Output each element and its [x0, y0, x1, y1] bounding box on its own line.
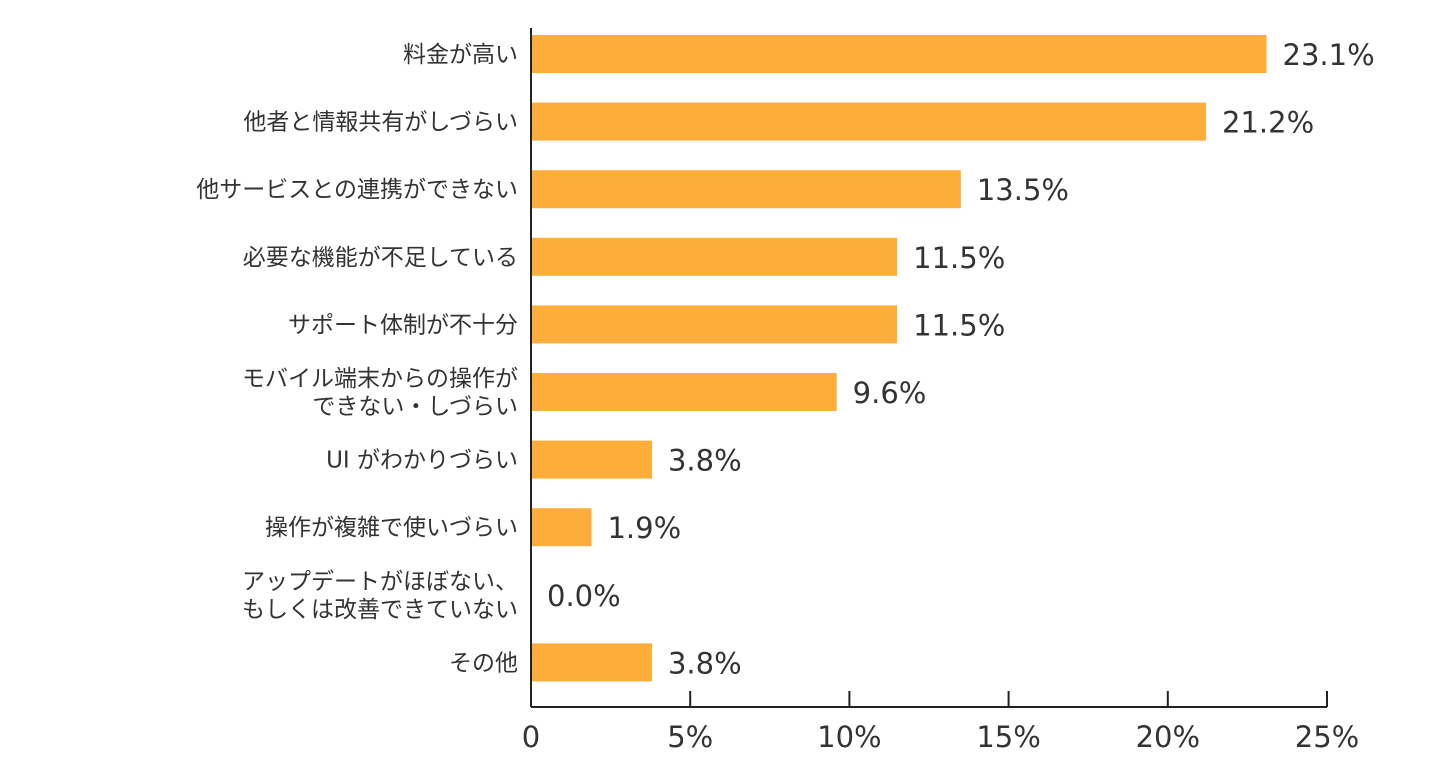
category-label-2: 他サービスとの連携ができない: [196, 177, 518, 203]
bar-5: [531, 373, 837, 411]
axis-layer: 0 5% 10% 15% 20% 25%: [522, 28, 1359, 754]
x-tick-label-5: 25%: [1295, 720, 1359, 754]
x-tick-label-3: 15%: [976, 720, 1040, 754]
category-label-5-line-1: できない・しづらい: [312, 394, 518, 420]
value-label-2: 13.5%: [977, 173, 1069, 207]
category-label-8-line-0: アップデートがほぼない、: [242, 569, 518, 595]
value-label-9: 3.8%: [668, 646, 742, 680]
bar-4: [531, 305, 898, 344]
x-tick-label-0: 0: [522, 720, 540, 754]
category-label-6: UI がわかりづらい: [326, 448, 518, 474]
value-label-3: 11.5%: [913, 241, 1005, 275]
value-label-7: 1.9%: [607, 511, 681, 545]
bar-0: [531, 35, 1267, 73]
category-label-7: 操作が複雑で使いづらい: [265, 515, 518, 541]
value-label-1: 21.2%: [1222, 106, 1314, 140]
category-label-8-line-1: もしくは改善できていない: [242, 597, 518, 623]
x-tick-label-1: 5%: [667, 720, 713, 754]
bar-7: [531, 508, 592, 547]
value-labels-layer: 23.1% 21.2% 13.5% 11.5% 11.5% 9.6% 3.8% 1.9% 0.0…: [547, 38, 1375, 680]
value-label-8: 0.0%: [547, 579, 621, 613]
bar-3: [531, 237, 898, 276]
bar-2: [531, 170, 961, 209]
category-label-3: 必要な機能が不足している: [243, 245, 518, 271]
category-label-5-line-0: モバイル端末からの操作が: [242, 366, 518, 392]
value-label-5: 9.6%: [853, 376, 927, 410]
value-label-4: 11.5%: [913, 308, 1005, 342]
category-label-4: サポート体制が不十分: [288, 312, 518, 338]
bars-layer: [531, 35, 1267, 682]
category-label-0: 料金が高い: [403, 42, 518, 68]
x-tick-label-2: 10%: [817, 720, 881, 754]
category-label-9: その他: [449, 650, 518, 676]
x-tick-label-4: 20%: [1136, 720, 1200, 754]
value-label-6: 3.8%: [668, 444, 742, 478]
bar-9: [531, 643, 652, 682]
bar-1: [531, 102, 1207, 141]
bar-6: [531, 440, 652, 479]
category-label-1: 他者と情報共有がしづらい: [243, 110, 518, 136]
value-label-0: 23.1%: [1283, 38, 1375, 72]
category-labels-layer: 料金が高い他者と情報共有がしづらい他サービスとの連携ができない必要な機能が不足し…: [196, 42, 518, 676]
